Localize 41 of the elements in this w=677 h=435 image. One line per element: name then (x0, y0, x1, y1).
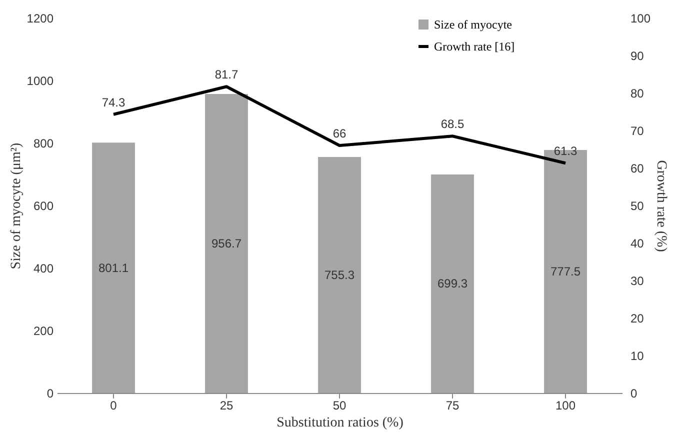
y-tick-label: 600 (33, 199, 54, 213)
y2-tick-label: 20 (630, 312, 644, 326)
bar (205, 94, 248, 393)
legend-label: Size of myocyte (434, 18, 512, 32)
x-tick-label: 0 (110, 398, 118, 412)
y2-tick-label: 50 (630, 199, 644, 213)
y-axis-title: Size of myocyte (μm²) (8, 142, 24, 270)
x-axis-title: Substitution ratios (%) (276, 416, 404, 430)
y2-tick-label: 90 (630, 49, 644, 63)
y2-tick-label: 0 (630, 386, 638, 400)
data-label: 81.7 (214, 68, 238, 82)
legend-label: Growth rate [16] (434, 40, 515, 54)
y2-axis-title: Growth rate (%) (654, 160, 669, 252)
x-tick-label: 100 (555, 398, 576, 412)
y-tick-label: 1200 (26, 12, 54, 26)
y2-tick-label: 10 (630, 349, 644, 363)
data-label: 777.5 (550, 264, 581, 279)
data-label: 66 (332, 126, 346, 140)
data-label: 755.3 (324, 268, 355, 282)
data-label: 956.7 (211, 236, 242, 251)
data-label: 68.5 (440, 117, 464, 132)
y2-tick-label: 60 (630, 162, 644, 176)
y2-tick-label: 80 (630, 86, 644, 100)
data-label: 801.1 (98, 260, 129, 275)
x-tick-label: 50 (332, 398, 346, 412)
y-tick-label: 200 (33, 324, 54, 338)
y2-tick-label: 40 (630, 236, 644, 250)
data-label: 699.3 (437, 276, 468, 291)
y-tick-label: 800 (33, 136, 54, 150)
bar (92, 142, 135, 393)
y-tick-label: 400 (33, 262, 54, 276)
y2-tick-label: 100 (630, 12, 651, 26)
data-label: 74.3 (102, 95, 126, 110)
y2-tick-label: 70 (630, 124, 644, 138)
bar (318, 156, 361, 393)
y-tick-label: 0 (46, 386, 54, 400)
x-tick-label: 75 (446, 398, 460, 412)
y2-tick-label: 30 (630, 274, 644, 288)
bar (431, 174, 474, 393)
x-tick-label: 25 (220, 398, 234, 412)
y-tick-label: 1000 (26, 74, 54, 88)
